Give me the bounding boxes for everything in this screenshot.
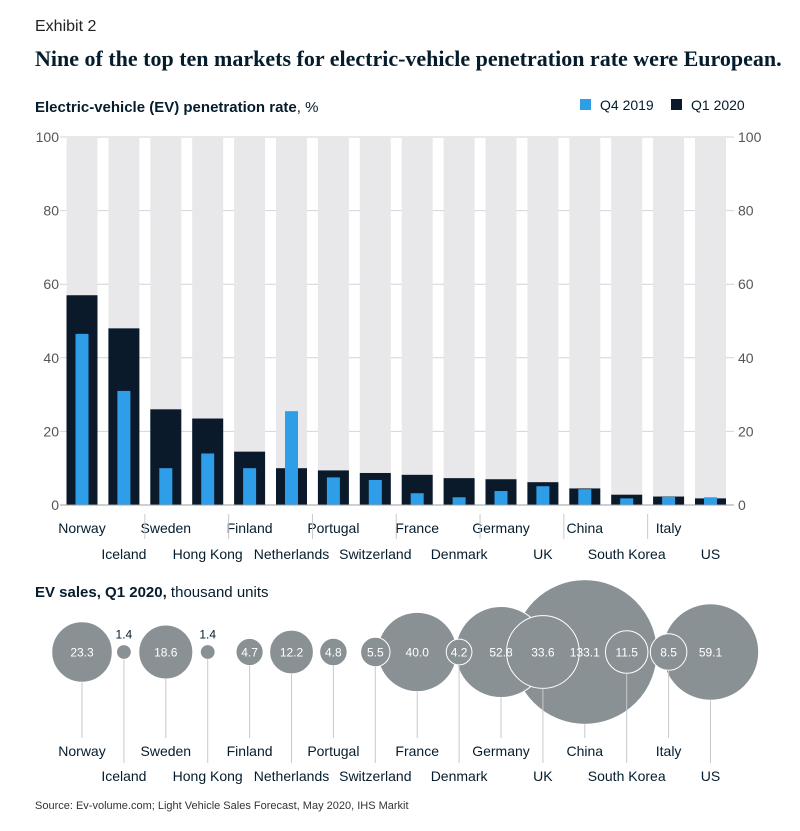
x-tick-label: Denmark — [431, 546, 489, 562]
bubble-chart-title: EV sales, Q1 2020, thousand units — [35, 584, 269, 601]
bubble-value-label: 59.1 — [699, 646, 723, 660]
bar-q4-2019 — [620, 498, 634, 505]
bubble-category-label: Switzerland — [339, 768, 411, 784]
bubble-value-label: 1.4 — [116, 628, 133, 642]
x-tick-label: Switzerland — [339, 546, 411, 562]
bubble-category-label: Germany — [472, 743, 530, 759]
legend-swatch-q4-2019 — [580, 99, 591, 110]
bar-q4-2019 — [536, 486, 550, 505]
bubble-value-label: 11.5 — [615, 646, 638, 660]
bar-track — [527, 137, 559, 505]
bubble-value-label: 5.5 — [367, 646, 384, 660]
bar-q4-2019 — [410, 493, 424, 505]
bar-track — [401, 137, 433, 505]
bubble-value-label: 4.8 — [325, 646, 342, 660]
bubble-value-label: 33.6 — [531, 646, 555, 660]
legend-label-q4-2019: Q4 2019 — [600, 97, 654, 113]
bubble-category-label: Sweden — [141, 743, 192, 759]
x-tick-label: Hong Kong — [173, 546, 243, 562]
bar-q4-2019 — [326, 477, 340, 505]
y-tick-right: 40 — [738, 350, 754, 366]
bar-track — [485, 137, 517, 505]
bubble-category-label: UK — [533, 768, 553, 784]
bar-q4-2019 — [243, 468, 257, 505]
x-tick-label: Finland — [227, 520, 273, 536]
bubble-value-label: 52.8 — [489, 646, 513, 660]
bar-q4-2019 — [285, 411, 298, 505]
y-tick-right: 100 — [738, 129, 762, 145]
bar-track — [653, 137, 685, 505]
y-tick-left: 0 — [51, 497, 59, 513]
headline: Nine of the top ten markets for electric… — [35, 46, 782, 71]
bar-q4-2019 — [201, 453, 215, 505]
bubble-category-label: Finland — [227, 743, 273, 759]
bar-q4-2019 — [662, 496, 676, 505]
y-tick-left: 20 — [43, 423, 59, 439]
bubble-category-label: Denmark — [431, 768, 489, 784]
x-tick-label: Netherlands — [254, 546, 330, 562]
bubble-value-label: 40.0 — [406, 646, 430, 660]
x-tick-label: UK — [533, 546, 553, 562]
y-tick-right: 60 — [738, 276, 754, 292]
bar-track — [443, 137, 475, 505]
bubble — [115, 644, 132, 660]
x-tick-label: Sweden — [141, 520, 192, 536]
y-tick-left: 80 — [43, 203, 59, 219]
y-tick-right: 0 — [738, 497, 746, 513]
x-tick-label: Portugal — [307, 520, 359, 536]
bubble-value-label: 23.3 — [70, 646, 94, 660]
bubble-category-label: Italy — [656, 743, 682, 759]
bar-chart-title: Electric-vehicle (EV) penetration rate, … — [35, 99, 318, 116]
bar-q4-2019 — [117, 390, 131, 505]
bar-track — [234, 137, 266, 505]
bar-q4-2019 — [704, 497, 717, 505]
bubble-value-label: 4.7 — [241, 646, 258, 660]
bar-track — [695, 137, 726, 505]
source-note: Source: Ev-volume.com; Light Vehicle Sal… — [35, 800, 409, 812]
bubble-category-label: South Korea — [588, 768, 666, 784]
bar-q4-2019 — [578, 489, 592, 505]
bubble-value-label: 12.2 — [280, 646, 304, 660]
bar-track — [317, 137, 349, 505]
bubble-value-label: 18.6 — [154, 646, 178, 660]
bar-q4-2019 — [494, 491, 508, 505]
bar-q4-2019 — [75, 333, 89, 505]
y-tick-right: 80 — [738, 203, 754, 219]
bubble-value-label: 8.5 — [660, 646, 677, 660]
bubble-category-label: Hong Kong — [173, 768, 243, 784]
x-tick-label: Italy — [656, 520, 682, 536]
bubble-category-label: China — [567, 743, 604, 759]
y-tick-left: 100 — [36, 129, 60, 145]
bar-q4-2019 — [452, 497, 466, 505]
bubble-value-label: 1.4 — [199, 628, 216, 642]
x-tick-label: US — [701, 546, 720, 562]
bar-track — [569, 137, 601, 505]
bubble-category-label: Netherlands — [254, 768, 330, 784]
bubble-category-label: France — [395, 743, 439, 759]
bar-track — [359, 137, 391, 505]
y-tick-left: 60 — [43, 276, 59, 292]
y-tick-left: 40 — [43, 350, 59, 366]
x-tick-label: Norway — [58, 520, 105, 536]
bubble-category-label: Iceland — [101, 768, 146, 784]
bubble-category-label: Norway — [58, 743, 105, 759]
bubble-category-label: US — [701, 768, 720, 784]
bar-q4-2019 — [159, 468, 173, 505]
legend-label-q1-2020: Q1 2020 — [691, 97, 745, 113]
bubble-value-label: 4.2 — [451, 646, 468, 660]
exhibit-label: Exhibit 2 — [35, 18, 97, 35]
x-tick-label: South Korea — [588, 546, 666, 562]
bubble-category-label: Portugal — [307, 743, 359, 759]
x-tick-label: France — [395, 520, 439, 536]
bar-q4-2019 — [368, 479, 382, 505]
x-tick-label: Germany — [472, 520, 530, 536]
bubble-value-label: 133.1 — [570, 646, 600, 660]
x-tick-label: China — [567, 520, 604, 536]
bar-track — [611, 137, 643, 505]
legend-swatch-q1-2020 — [671, 99, 682, 110]
bubble — [199, 644, 216, 660]
x-tick-label: Iceland — [101, 546, 146, 562]
y-tick-right: 20 — [738, 423, 754, 439]
